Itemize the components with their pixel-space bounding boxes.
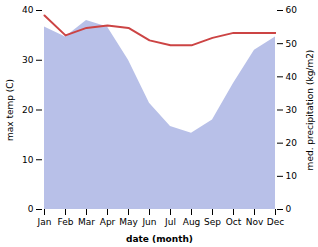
svg-text:med. precipitation (kg/m2): med. precipitation (kg/m2) — [305, 50, 315, 171]
svg-text:Dec: Dec — [267, 217, 284, 227]
svg-text:max temp (C): max temp (C) — [5, 79, 15, 141]
svg-text:20: 20 — [22, 105, 34, 115]
svg-text:10: 10 — [22, 155, 34, 165]
svg-text:Sep: Sep — [204, 217, 221, 227]
svg-text:Oct: Oct — [226, 217, 242, 227]
svg-text:Jul: Jul — [164, 217, 176, 227]
svg-text:Apr: Apr — [100, 217, 116, 227]
svg-text:Feb: Feb — [58, 217, 74, 227]
svg-text:Aug: Aug — [183, 217, 201, 227]
svg-text:May: May — [119, 217, 138, 227]
svg-text:40: 40 — [22, 5, 34, 15]
svg-text:40: 40 — [286, 72, 298, 82]
svg-text:20: 20 — [286, 138, 298, 148]
svg-text:0: 0 — [28, 204, 34, 214]
svg-text:Jan: Jan — [37, 217, 52, 227]
svg-text:Jun: Jun — [141, 217, 156, 227]
svg-text:50: 50 — [286, 39, 298, 49]
svg-text:0: 0 — [286, 204, 292, 214]
svg-text:30: 30 — [286, 105, 298, 115]
svg-text:date (month): date (month) — [126, 234, 193, 244]
svg-text:Nov: Nov — [246, 217, 264, 227]
svg-text:30: 30 — [22, 55, 34, 65]
svg-text:10: 10 — [286, 171, 298, 181]
svg-text:60: 60 — [286, 5, 298, 15]
svg-text:Mar: Mar — [78, 217, 95, 227]
